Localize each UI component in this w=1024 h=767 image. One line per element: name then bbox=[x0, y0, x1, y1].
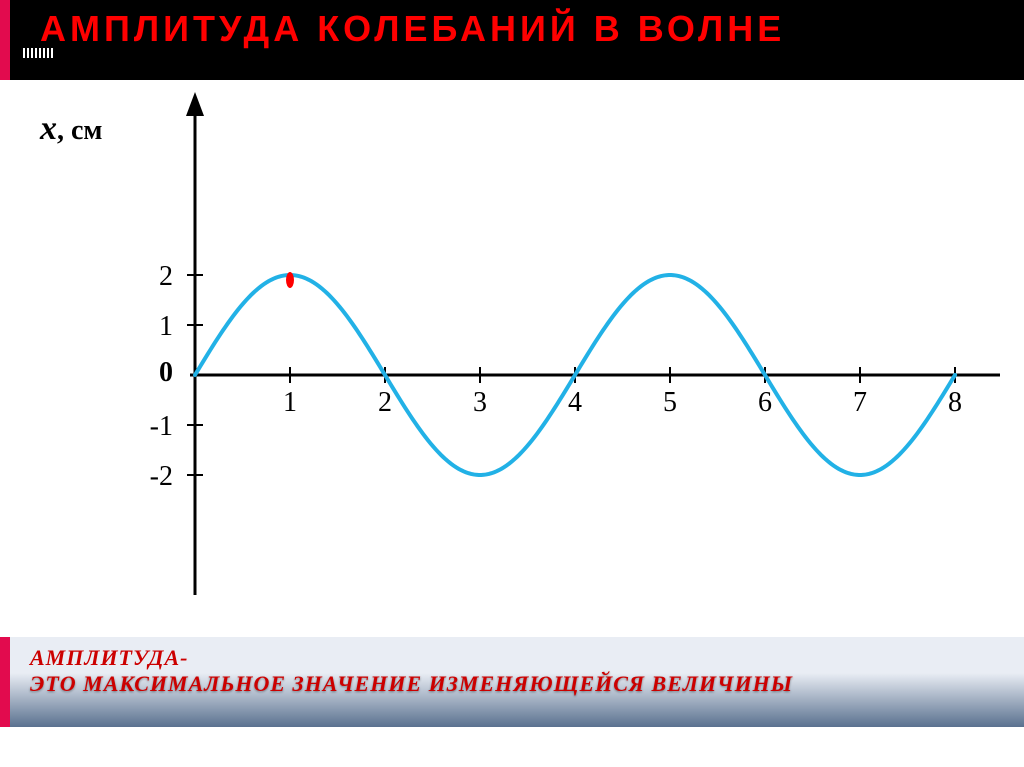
svg-text:5: 5 bbox=[663, 387, 677, 418]
footer-panel: АМПЛИТУДА- ЭТО МАКСИМАЛЬНОЕ ЗНАЧЕНИЕ ИЗМ… bbox=[0, 637, 1024, 727]
svg-text:4: 4 bbox=[568, 387, 582, 418]
svg-text:-2: -2 bbox=[150, 461, 173, 492]
svg-text:1: 1 bbox=[283, 387, 297, 418]
svg-text:1: 1 bbox=[159, 311, 173, 342]
header-bar: АМПЛИТУДА КОЛЕБАНИЙ В ВОЛНЕ bbox=[0, 0, 1024, 80]
svg-text:8: 8 bbox=[948, 387, 962, 418]
footer-line1: АМПЛИТУДА- bbox=[30, 645, 188, 671]
svg-text:-1: -1 bbox=[150, 411, 173, 442]
svg-text:3: 3 bbox=[473, 387, 487, 418]
svg-text:6: 6 bbox=[758, 387, 772, 418]
svg-text:2: 2 bbox=[378, 387, 392, 418]
footer-line2: ЭТО МАКСИМАЛЬНОЕ ЗНАЧЕНИЕ ИЗМЕНЯЮЩЕЙСЯ В… bbox=[30, 671, 793, 697]
svg-text:7: 7 bbox=[853, 387, 867, 418]
header-decoration bbox=[23, 48, 53, 58]
footer-accent bbox=[0, 637, 10, 727]
chart-svg: 21-1-2012345678s, см bbox=[0, 90, 1000, 610]
wave-chart: x, см 21-1-2012345678s, см bbox=[0, 90, 1000, 610]
slide-title: АМПЛИТУДА КОЛЕБАНИЙ В ВОЛНЕ bbox=[40, 8, 1024, 50]
svg-text:2: 2 bbox=[159, 261, 173, 292]
svg-text:0: 0 bbox=[159, 357, 173, 388]
